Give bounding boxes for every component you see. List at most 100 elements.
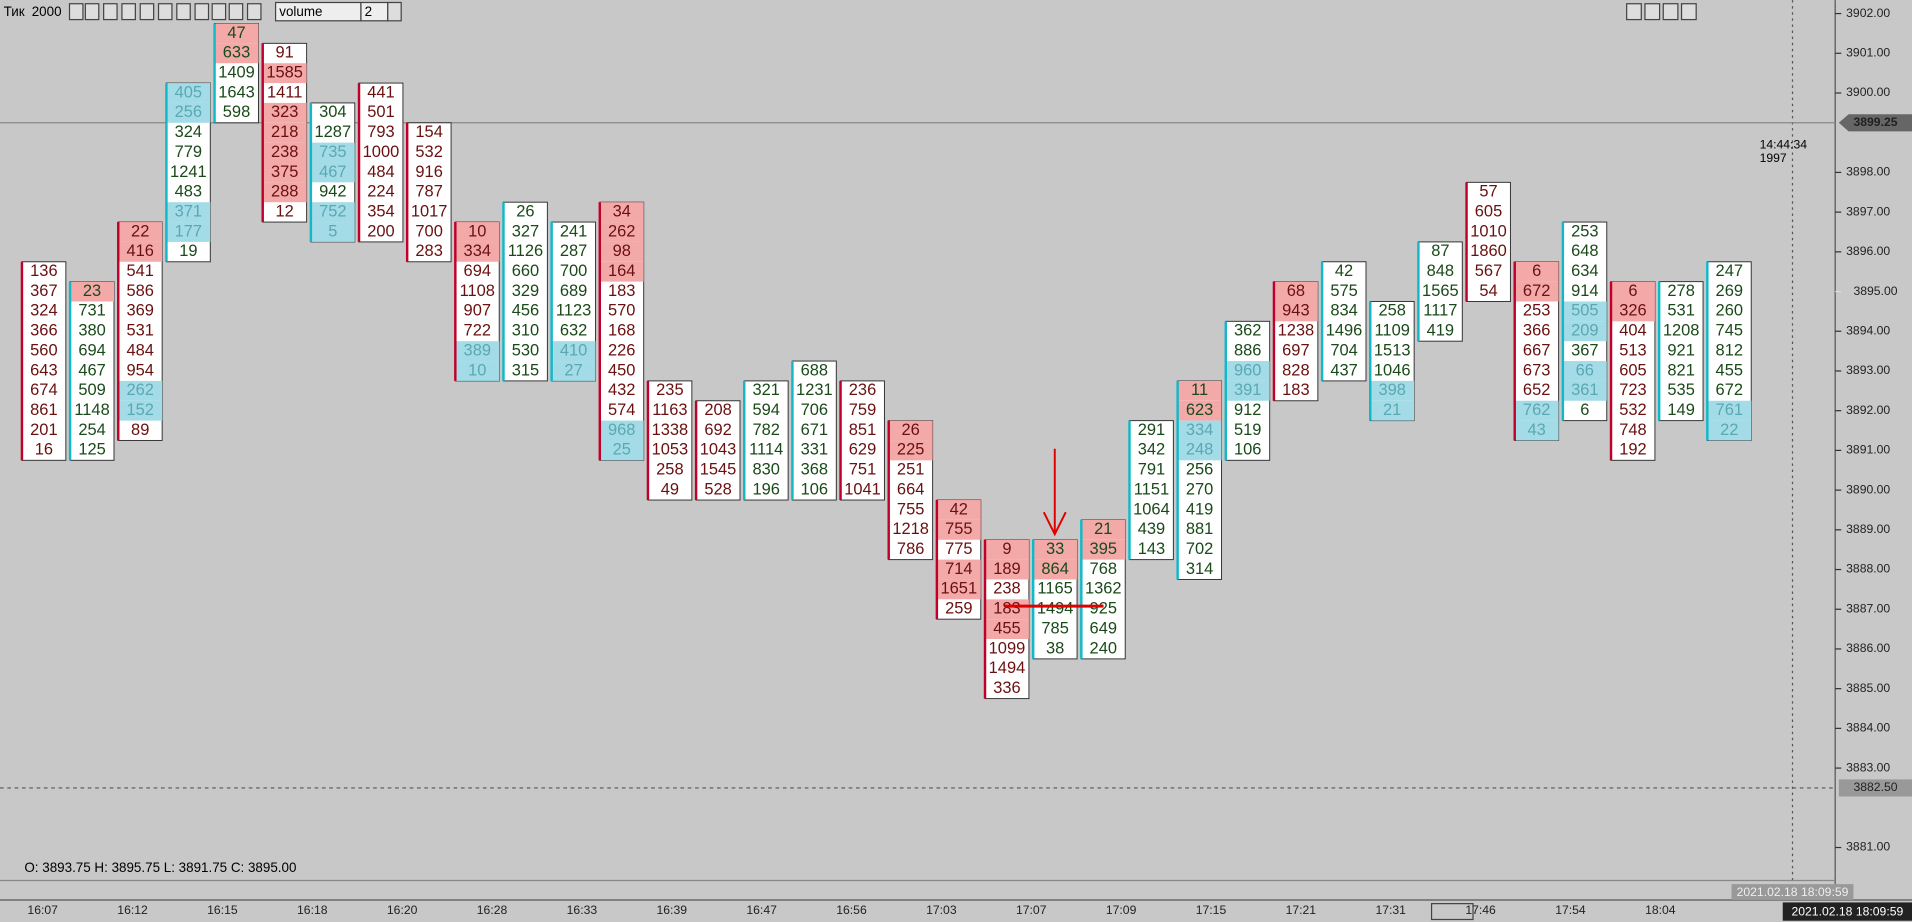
x-tick-label: 16:18	[297, 903, 328, 917]
tool-button[interactable]	[211, 3, 227, 21]
volume-cell: 366	[30, 322, 57, 340]
volume-cell: 632	[560, 322, 587, 340]
volume-cell: 323	[271, 103, 298, 121]
tool-button[interactable]	[103, 3, 118, 21]
tool-button[interactable]	[176, 3, 191, 21]
step-spinner[interactable]	[387, 1, 402, 22]
tool-button[interactable]	[139, 3, 155, 21]
volume-cell: 484	[367, 163, 394, 181]
volume-cell: 11	[1191, 381, 1208, 399]
volume-cell: 369	[126, 302, 153, 320]
tool-button[interactable]	[68, 3, 84, 21]
buy-highlight	[455, 361, 500, 381]
volume-cell: 224	[367, 183, 394, 201]
buy-highlight	[310, 222, 355, 242]
mode-value: volume	[279, 4, 322, 19]
volume-cell: 304	[319, 103, 346, 121]
sell-highlight	[936, 559, 981, 580]
y-tick-label: 3893.00	[1846, 363, 1890, 377]
buy-highlight	[1514, 420, 1559, 441]
sell-highlight	[599, 202, 644, 223]
tool-button[interactable]	[228, 3, 244, 21]
volume-cell: 238	[993, 580, 1020, 598]
tool-button[interactable]	[121, 3, 136, 21]
volume-cell: 532	[415, 143, 442, 161]
volume-cell: 623	[1186, 401, 1213, 419]
volume-cell: 260	[1716, 302, 1743, 320]
volume-cell: 535	[1667, 381, 1694, 399]
volume-cell: 1241	[170, 163, 207, 181]
sell-highlight	[1611, 301, 1655, 322]
tool-button[interactable]	[1680, 3, 1697, 21]
volume-cell: 779	[175, 143, 202, 161]
volume-cell: 241	[560, 222, 587, 240]
volume-cell: 762	[1523, 401, 1550, 419]
volume-cell: 106	[801, 480, 828, 498]
volume-cell: 254	[78, 421, 105, 439]
scroll-box[interactable]	[1430, 903, 1474, 921]
volume-cell: 688	[801, 361, 828, 379]
column-box	[358, 82, 404, 243]
volume-cell: 925	[1090, 600, 1117, 618]
volume-cell: 1064	[1133, 500, 1170, 518]
toolbar-period: 2000	[32, 4, 62, 19]
sell-highlight	[70, 281, 115, 302]
volume-cell: 251	[897, 461, 924, 479]
volume-cell: 247	[1716, 262, 1743, 280]
volume-cell: 531	[126, 322, 153, 340]
buy-highlight	[1225, 380, 1270, 401]
volume-cell: 731	[78, 302, 105, 320]
volume-cell: 793	[367, 123, 394, 141]
volume-cell: 834	[1330, 302, 1357, 320]
volume-cell: 1010	[1470, 222, 1507, 240]
buy-highlight	[310, 142, 355, 163]
volume-cell: 324	[30, 302, 57, 320]
volume-cell: 404	[1619, 322, 1646, 340]
sell-highlight	[985, 559, 1029, 580]
tool-button[interactable]	[1662, 3, 1679, 21]
tool-button[interactable]	[157, 3, 173, 21]
volume-cell: 673	[1523, 361, 1550, 379]
y-tick-label: 3889.00	[1846, 522, 1890, 536]
volume-cell: 704	[1330, 341, 1357, 359]
sell-highlight	[214, 23, 259, 44]
tool-button[interactable]	[84, 3, 100, 21]
volume-cell: 598	[223, 103, 250, 121]
volume-cell: 513	[1619, 341, 1646, 359]
volume-cell: 1053	[652, 441, 689, 459]
volume-cell: 327	[512, 222, 539, 240]
volume-cell: 505	[1571, 302, 1598, 320]
x-tick-label: 17:03	[926, 903, 957, 917]
volume-cell: 27	[564, 361, 582, 379]
volume-cell: 125	[78, 441, 105, 459]
volume-cell: 694	[464, 262, 491, 280]
y-tick-label: 3887.00	[1846, 601, 1890, 615]
tool-button[interactable]	[1626, 3, 1642, 21]
volume-cell: 751	[849, 461, 876, 479]
cursor-time-box	[1731, 884, 1854, 900]
column-box	[21, 261, 67, 461]
volume-cell: 34	[613, 202, 631, 220]
tool-button[interactable]	[194, 3, 210, 21]
volume-cell: 1651	[941, 580, 978, 598]
volume-cell: 91	[276, 44, 294, 62]
y-tick-label: 3897.00	[1846, 204, 1890, 218]
tool-button[interactable]	[246, 3, 262, 21]
tool-button[interactable]	[1644, 3, 1661, 21]
volume-cell: 21	[1094, 520, 1112, 538]
x-tick-label: 16:20	[387, 903, 418, 917]
volume-cell: 391	[1234, 381, 1261, 399]
volume-cell: 38	[1046, 639, 1064, 657]
volume-cell: 439	[1138, 520, 1165, 538]
volume-cell: 334	[1186, 421, 1213, 439]
volume-cell: 768	[1090, 560, 1117, 578]
volume-cell: 671	[801, 421, 828, 439]
volume-cell: 864	[1041, 560, 1068, 578]
volume-cell: 954	[126, 361, 153, 379]
